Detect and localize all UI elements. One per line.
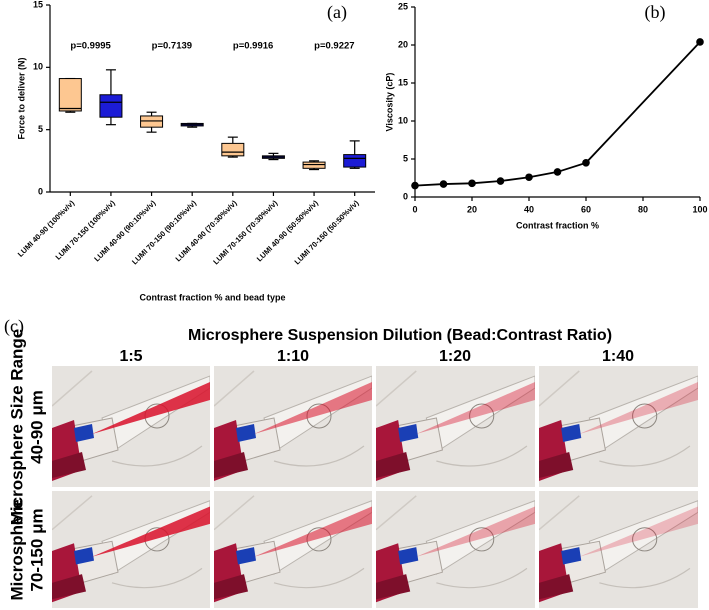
x-axis-title: Contrast fraction % and bead type [139,292,285,302]
row-label: 70-150 μm [27,508,46,591]
box [140,115,164,128]
box [302,161,326,169]
column-header: 1:40 [602,348,634,365]
point [496,177,505,185]
point [553,168,562,176]
x-tick-label: 20 [467,204,477,214]
photo [214,366,372,487]
y-tick-label: 5 [403,153,408,163]
x-tick-label: 80 [638,204,648,214]
column-header: 1:10 [277,348,309,365]
y-axis-title: Force to deliver (N) [16,57,26,139]
point [696,38,704,46]
point [525,173,533,182]
box [221,142,245,157]
point [468,179,476,188]
y-tick-label: 25 [398,1,408,11]
x-tick-label: 0 [412,204,417,214]
point [439,180,448,188]
y-tick-label: 10 [33,62,43,72]
x-axis-title: Contrast fraction % [516,220,599,230]
box [99,94,123,118]
photo [52,366,210,487]
box [343,154,367,168]
photo [376,366,535,487]
row-label: 40-90 μm [27,390,46,464]
y-tick-label: 20 [398,39,408,49]
p-value: p=0.9227 [314,41,354,52]
p-value: p=0.9995 [70,41,111,52]
y-tick-label: 0 [403,191,408,201]
point [582,159,590,167]
photo [52,491,210,608]
p-value: p=0.9916 [233,41,273,52]
line [414,41,701,187]
photo [214,491,372,608]
column-header: 1:20 [439,348,471,365]
row-label: Microsphere [7,499,26,600]
panel-title: Microsphere Suspension Dilution (Bead:Co… [188,327,612,344]
y-axis-title: Viscosity (cP) [384,73,394,132]
panel-label: (a) [327,2,347,23]
y-tick-label: 5 [38,124,43,134]
y-tick-label: 15 [33,0,43,9]
x-tick-label: 100 [692,204,707,214]
point [411,181,419,190]
y-tick-label: 15 [398,77,408,87]
panel-label: (b) [645,2,666,23]
photo [539,491,698,608]
y-tick-label: 0 [38,186,43,196]
panel-label: (c) [4,316,24,337]
photo [376,491,535,608]
y-tick-label: 10 [398,115,408,125]
x-tick-label: 40 [524,204,534,214]
x-tick-label: 60 [581,204,591,214]
photo [539,366,698,487]
p-value: p=0.7139 [152,41,192,52]
column-header: 1:5 [119,348,142,365]
box [58,78,82,112]
row-label: Microsphere Size Range [7,329,26,526]
